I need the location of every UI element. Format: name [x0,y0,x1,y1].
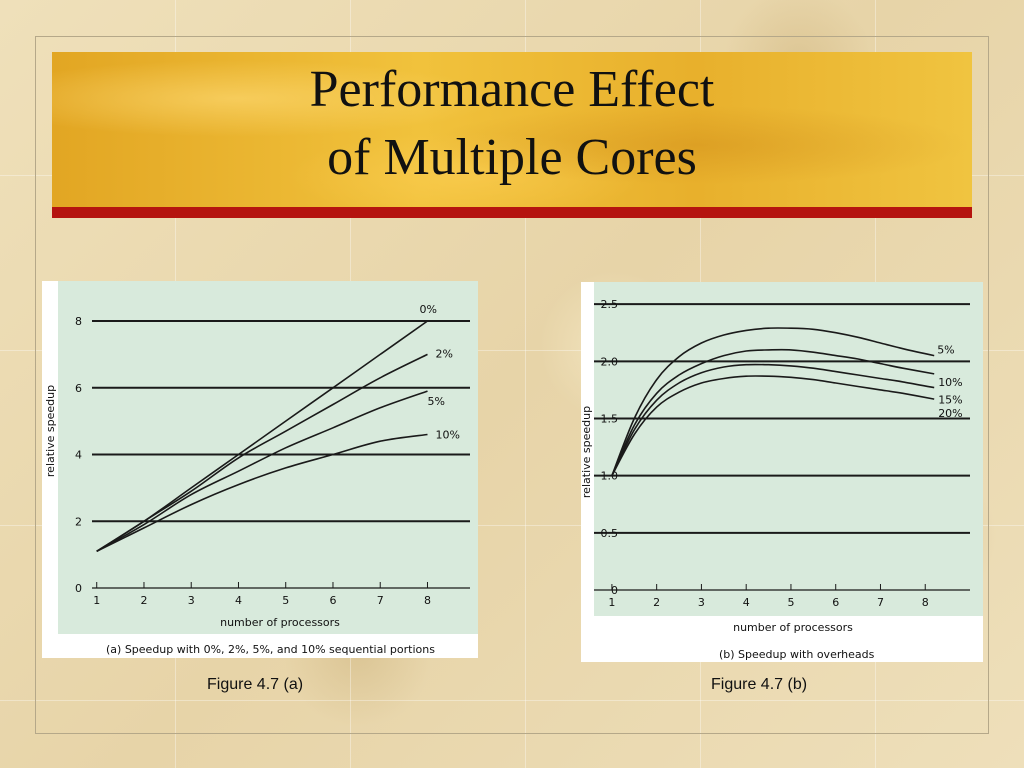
x-tick-label: 1 [608,596,615,609]
x-tick-label: 6 [832,596,839,609]
y-tick-label: 2.0 [601,355,619,368]
slide-frame [35,36,989,734]
figure-b: 0 0.5 1.0 1.5 2.0 2.5 1 2 3 4 5 6 7 8 5% 10% 15% 20% rel… [580,282,983,662]
slide-title: Performance Effect of Multiple Cores [52,56,972,192]
x-tick-label: 7 [877,596,884,609]
background-seam [0,525,1024,526]
y-tick-label: 4 [75,449,82,462]
x-tick-label: 2 [653,596,660,609]
x-tick-label: 3 [188,594,195,607]
series-label: 5% [937,344,954,357]
series-line-2pct [96,353,428,552]
title-underline [52,207,972,218]
x-axis-label: number of processors [220,616,340,629]
figure-b-caption: (b) Speedup with overheads [719,648,875,661]
background-seam [0,700,1024,701]
x-tick-label: 4 [235,594,242,607]
series-line-5pct [611,327,935,476]
series-label: 10% [938,376,962,389]
series-line-10pct [611,348,935,477]
x-tick-label: 3 [698,596,705,609]
slide-title-line-2: of Multiple Cores [327,129,697,186]
x-tick-label: 2 [140,594,147,607]
x-tick-label: 7 [377,594,384,607]
figure-a-label: Figure 4.7 (a) [207,676,304,693]
y-axis-label: relative speedup [44,385,57,477]
y-tick-label: 1.0 [601,470,619,483]
x-axis-label: number of processors [733,621,853,634]
series-label: 10% [435,428,459,441]
series-line-10pct [96,433,428,553]
plot-background [58,281,478,634]
x-tick-label: 6 [329,594,336,607]
series-label: 5% [427,395,444,408]
background-seam [525,0,526,768]
figure-a-caption: (a) Speedup with 0%, 2%, 5%, and 10% seq… [106,643,435,656]
x-tick-label: 4 [743,596,750,609]
y-tick-label: 8 [75,315,82,328]
x-tick-label: 8 [922,596,929,609]
x-tick-label: 8 [424,594,431,607]
background-seam [0,350,1024,351]
plot-background [594,282,983,616]
y-tick-label: 2.5 [601,298,619,311]
y-tick-label: 1.5 [601,412,619,425]
figure-a: 0 2 4 6 8 1 2 3 4 5 6 7 8 0% 2% 5% 10% relative speedup… [42,281,478,658]
title-band [52,52,972,207]
series-line-15pct [611,363,935,477]
y-tick-label: 0.5 [601,527,619,540]
y-axis-label: relative speedup [581,406,593,498]
series-line-20pct [611,375,935,477]
y-tick-label: 2 [75,515,82,528]
x-tick-label: 5 [282,594,289,607]
y-tick-label: 0 [75,582,82,595]
series-label: 0% [419,303,436,316]
slide-title-line-1: Performance Effect [309,61,715,118]
series-label: 2% [435,347,452,360]
figure-a-chart: 0 2 4 6 8 1 2 3 4 5 6 7 8 0% 2% 5% 10% relative speedup… [44,281,478,656]
x-tick-label: 5 [787,596,794,609]
figure-b-chart: 0 0.5 1.0 1.5 2.0 2.5 1 2 3 4 5 6 7 8 5% 10% 15%20% rel… [580,282,983,661]
y-tick-label: 6 [75,382,82,395]
y-tick-label: 0 [611,584,618,597]
series-label: 15% [938,394,962,407]
series-label: 20% [938,407,962,420]
series-line-5pct [96,390,428,552]
figure-b-label: Figure 4.7 (b) [711,676,808,693]
x-tick-label: 1 [93,594,100,607]
